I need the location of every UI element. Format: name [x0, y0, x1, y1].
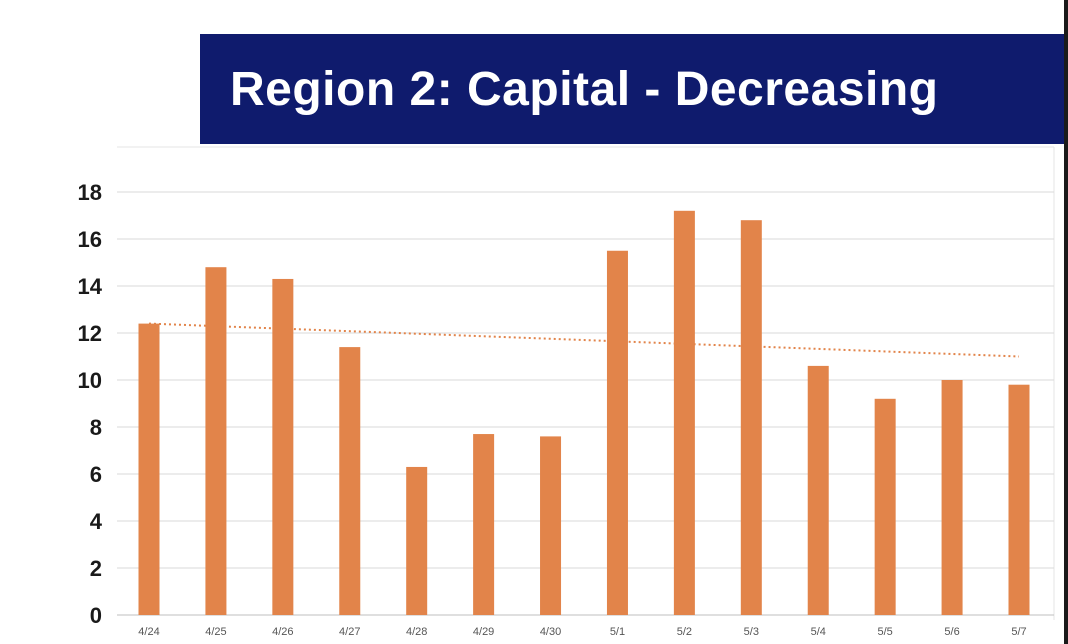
- bar-4/28: [406, 466, 428, 615]
- bar-4/25: [205, 267, 227, 615]
- slide-title: Region 2: Capital - Decreasing: [230, 63, 939, 116]
- x-tick-label-4/25: 4/25: [205, 626, 226, 638]
- bar-4/26: [272, 278, 294, 615]
- bar-5/6: [941, 380, 963, 615]
- x-tick-label-4/28: 4/28: [406, 626, 427, 638]
- x-tick-label-4/30: 4/30: [540, 626, 561, 638]
- bar-5/2: [673, 210, 695, 616]
- bar-5/5: [874, 398, 896, 615]
- y-tick-label-10: 10: [78, 368, 102, 393]
- y-tick-label-12: 12: [78, 321, 102, 346]
- trendline-group: [148, 322, 1020, 358]
- y-tick-label-14: 14: [78, 274, 103, 299]
- gridlines: [117, 191, 1054, 616]
- y-tick-label-6: 6: [90, 462, 102, 487]
- title-banner: Region 2: Capital - Decreasing: [200, 34, 1064, 144]
- x-tick-label-5/6: 5/6: [944, 626, 959, 638]
- x-tick-label-4/26: 4/26: [272, 626, 293, 638]
- y-tick-label-2: 2: [90, 556, 102, 581]
- window-edge: [1064, 0, 1068, 644]
- x-tick-label-5/3: 5/3: [744, 626, 759, 638]
- y-tick-label-0: 0: [90, 603, 102, 628]
- x-tick-label-4/24: 4/24: [138, 626, 159, 638]
- bar-5/3: [740, 220, 762, 615]
- bar-5/1: [606, 250, 628, 615]
- y-tick-label-18: 18: [78, 180, 102, 205]
- x-tick-label-5/4: 5/4: [811, 626, 826, 638]
- x-tick-label-4/27: 4/27: [339, 626, 360, 638]
- y-axis-tick-labels: 0 2 4 6 8 10 12 14 16 18: [78, 180, 103, 628]
- bars: [138, 210, 1030, 616]
- bar-5/4: [807, 365, 829, 615]
- bar-4/27: [339, 347, 361, 615]
- bar-5/7: [1008, 384, 1030, 615]
- bar-4/29: [473, 434, 495, 615]
- x-tick-label-5/5: 5/5: [878, 626, 893, 638]
- linear-trendline: [148, 322, 1020, 358]
- y-tick-label-16: 16: [78, 227, 102, 252]
- y-tick-label-4: 4: [90, 509, 103, 534]
- x-tick-label-5/2: 5/2: [677, 626, 692, 638]
- bar-4/30: [540, 436, 562, 615]
- x-axis-tick-labels: 4/24 4/25 4/26 4/27 4/28 4/29 4/30 5/1 5/2 5/3 5/4…: [138, 626, 1026, 638]
- x-tick-label-5/7: 5/7: [1011, 626, 1026, 638]
- bar-4/24: [138, 323, 160, 615]
- x-tick-label-5/1: 5/1: [610, 626, 625, 638]
- y-tick-label-8: 8: [90, 415, 102, 440]
- x-tick-label-4/29: 4/29: [473, 626, 494, 638]
